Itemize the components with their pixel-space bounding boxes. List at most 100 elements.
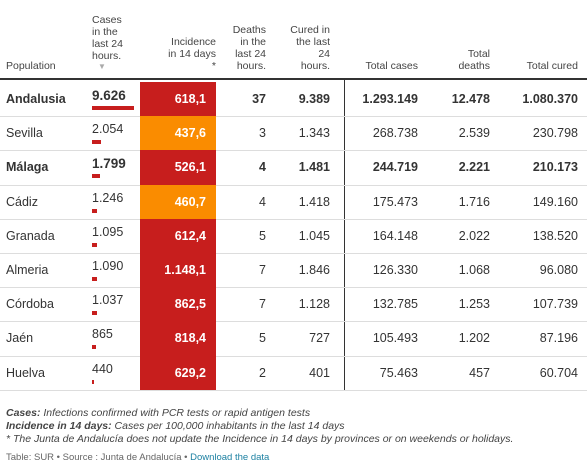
footnote: Cases: Infections confirmed with PCR tes… bbox=[6, 407, 310, 419]
header-text: Total cured bbox=[526, 60, 578, 72]
footnote-text: Cases per 100,000 inhabitants in the las… bbox=[111, 420, 345, 432]
table-cell: Cádiz bbox=[6, 194, 38, 209]
table-cell: 5 bbox=[259, 228, 266, 243]
table-cell: 1.068 bbox=[458, 263, 490, 278]
table-cell: 1.293.149 bbox=[362, 92, 418, 107]
cases-bar bbox=[92, 345, 96, 350]
table-cell: 865 bbox=[92, 327, 113, 342]
column-header: Incidence in 14 days * bbox=[140, 0, 216, 72]
table-cell: 75.463 bbox=[379, 365, 418, 380]
table-cell: Córdoba bbox=[6, 297, 54, 312]
column-header: Cases in the last 24 hours. ▼ bbox=[92, 0, 136, 72]
table-cell: 105.493 bbox=[372, 331, 418, 346]
row-rule bbox=[0, 287, 587, 289]
header-text: Total deaths bbox=[458, 48, 490, 72]
table-cell: 268.738 bbox=[372, 126, 418, 141]
table-cell: 37 bbox=[252, 92, 266, 107]
row-rule bbox=[0, 321, 587, 323]
table-cell: 1.418 bbox=[298, 194, 330, 209]
table-cell: 60.704 bbox=[539, 365, 578, 380]
column-header: Total cases bbox=[346, 0, 418, 72]
row-rule bbox=[0, 150, 587, 152]
incidence-cell: 862,5 bbox=[140, 287, 216, 322]
table-cell: 230.798 bbox=[532, 126, 578, 141]
download-link[interactable]: Download the data bbox=[190, 452, 270, 463]
header-text: Total cases bbox=[365, 60, 418, 72]
table-cell: 138.520 bbox=[532, 228, 578, 243]
row-rule bbox=[0, 355, 587, 357]
table-cell: 1.095 bbox=[92, 224, 124, 239]
table-cell: Almeria bbox=[6, 263, 49, 278]
incidence-cell: 526,1 bbox=[140, 150, 216, 185]
row-rule bbox=[0, 218, 587, 220]
table-cell: 7 bbox=[259, 263, 266, 278]
table-cell: Sevilla bbox=[6, 126, 43, 141]
table-cell: 1.716 bbox=[458, 194, 490, 209]
column-header: Population bbox=[6, 0, 86, 72]
cases-bar bbox=[92, 379, 94, 384]
table-cell: 132.785 bbox=[372, 297, 418, 312]
header-text: Cured in the last 24 hours. bbox=[290, 24, 330, 72]
table-cell: 87.196 bbox=[539, 331, 578, 346]
table-cell: 1.128 bbox=[298, 297, 330, 312]
row-rule bbox=[0, 253, 587, 254]
table-cell: 2 bbox=[259, 365, 266, 380]
table-cell: 96.080 bbox=[539, 263, 578, 278]
row-rule bbox=[0, 116, 587, 118]
table-cell: 7 bbox=[259, 297, 266, 312]
table-cell: 107.739 bbox=[532, 297, 578, 312]
table-cell: 210.173 bbox=[532, 160, 578, 175]
cases-bar bbox=[92, 106, 134, 110]
incidence-cell: 629,2 bbox=[140, 355, 216, 390]
table-cell: Granada bbox=[6, 228, 55, 243]
table-cell: 244.719 bbox=[372, 160, 418, 175]
footnote-label: Incidence in 14 days: bbox=[6, 420, 112, 432]
table-cell: 1.253 bbox=[458, 297, 490, 312]
table-cell: 1.045 bbox=[298, 228, 330, 243]
cases-bar bbox=[92, 242, 97, 247]
incidence-cell: 612,4 bbox=[140, 218, 216, 253]
incidence-cell: 437,6 bbox=[140, 116, 216, 151]
header-text: Cases in the last 24 hours. bbox=[92, 14, 123, 62]
cases-bar bbox=[92, 208, 98, 213]
table-cell: 164.148 bbox=[372, 228, 418, 243]
table-cell: 126.330 bbox=[372, 263, 418, 278]
cases-bar bbox=[92, 174, 100, 179]
table-cell: 4 bbox=[259, 160, 266, 175]
table-cell: 1.799 bbox=[92, 156, 126, 172]
footnote-text: * The Junta de Andalucía does not update… bbox=[6, 433, 514, 445]
header-text: Incidence in 14 days * bbox=[168, 36, 216, 72]
table-cell: 9.626 bbox=[92, 88, 126, 103]
table-cell: 12.478 bbox=[451, 92, 490, 107]
column-header: Total cured bbox=[496, 0, 578, 72]
table-cell: 2.539 bbox=[458, 126, 490, 141]
incidence-cell: 1.148,1 bbox=[140, 253, 216, 288]
table-cell: 2.221 bbox=[458, 160, 490, 175]
footnote-label: Cases: bbox=[6, 407, 41, 419]
column-header: Cured in the last 24 hours. bbox=[280, 0, 330, 72]
footnote: Incidence in 14 days: Cases per 100,000 … bbox=[6, 420, 345, 432]
table-cell: 4 bbox=[259, 194, 266, 209]
table-cell: 5 bbox=[259, 331, 266, 346]
table-cell: 457 bbox=[469, 365, 490, 380]
table-cell: Jaén bbox=[6, 331, 34, 346]
table-cell: 2.022 bbox=[458, 228, 490, 243]
column-header: Deaths in the last 24 hours. bbox=[222, 0, 266, 72]
table-cell: 1.246 bbox=[92, 190, 124, 205]
table-cell: 1.080.370 bbox=[522, 92, 578, 107]
table-cell: 1.481 bbox=[298, 160, 330, 175]
source-line: Table: SUR • Source : Junta de Andalucía… bbox=[6, 452, 269, 463]
source-text: Table: SUR • Source : Junta de Andalucía… bbox=[6, 452, 191, 463]
incidence-cell: 618,1 bbox=[140, 82, 216, 117]
table-cell: 1.343 bbox=[298, 126, 330, 141]
table-cell: 1.202 bbox=[458, 331, 490, 346]
footnote: * The Junta de Andalucía does not update… bbox=[6, 433, 513, 445]
table-cell: 1.090 bbox=[92, 259, 124, 273]
table-cell: 401 bbox=[309, 365, 330, 380]
table-cell: 2.054 bbox=[92, 122, 124, 137]
table-cell: Andalusia bbox=[6, 92, 66, 107]
table-cell: Málaga bbox=[6, 160, 49, 175]
table-cell: 727 bbox=[309, 331, 330, 346]
table-cell: 9.389 bbox=[298, 92, 330, 107]
